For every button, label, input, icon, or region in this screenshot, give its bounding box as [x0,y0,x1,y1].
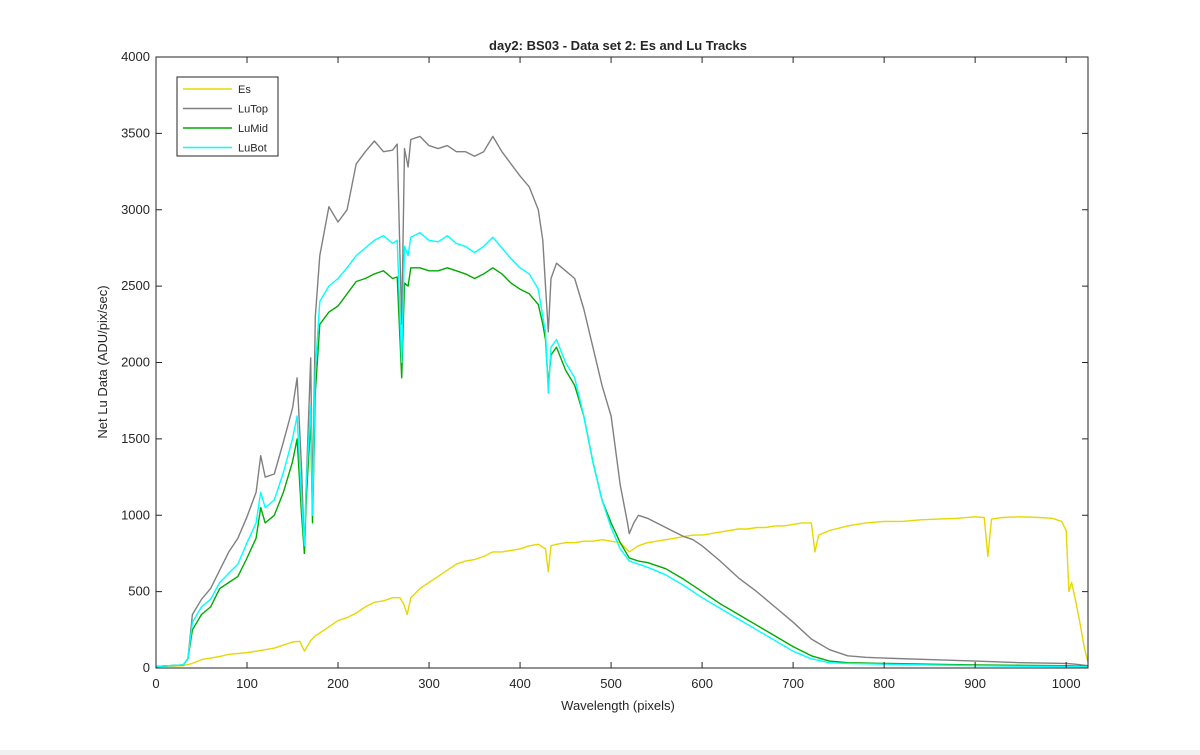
legend-label: Es [238,84,251,96]
x-tick-label: 400 [509,676,531,691]
y-tick-label: 4000 [121,49,150,64]
series-line-lubot [155,231,1089,668]
y-tick-label: 0 [143,660,150,675]
plot-area [156,57,1088,668]
legend: Es LuTop LuMid LuBot [176,76,279,157]
legend-box [176,76,279,157]
y-tick-label: 1000 [121,507,150,522]
series-layer [155,135,1089,668]
y-tick-label: 2000 [121,355,150,370]
x-tick-label: 300 [418,676,440,691]
tick-layer: 0 100 200 300 400 500 600 700 800 900 1000 0 500 1000… [121,49,1088,691]
x-tick-label: 0 [152,676,159,691]
x-tick-label: 500 [600,676,622,691]
x-tick-label: 600 [691,676,713,691]
series-line-es [155,516,1089,668]
y-tick-label: 3000 [121,202,150,217]
series-line-lutop [155,135,1089,668]
series-line-lumid [155,267,1089,668]
y-tick-label: 500 [128,584,150,599]
legend-label: LuMid [238,123,268,135]
chart-title: day2: BS03 - Data set 2: Es and Lu Track… [489,38,747,53]
y-tick-label: 1500 [121,431,150,446]
x-tick-label: 1000 [1052,676,1081,691]
x-axis-label: Wavelength (pixels) [561,698,675,713]
legend-label: LuTop [238,104,268,116]
legend-label: LuBot [238,143,267,155]
x-tick-label: 100 [236,676,258,691]
x-tick-label: 800 [873,676,895,691]
x-tick-label: 200 [327,676,349,691]
y-axis-label: Net Lu Data (ADU/pix/sec) [95,285,110,438]
y-tick-label: 2500 [121,278,150,293]
x-tick-label: 700 [782,676,804,691]
y-tick-label: 3500 [121,125,150,140]
x-tick-label: 900 [964,676,986,691]
